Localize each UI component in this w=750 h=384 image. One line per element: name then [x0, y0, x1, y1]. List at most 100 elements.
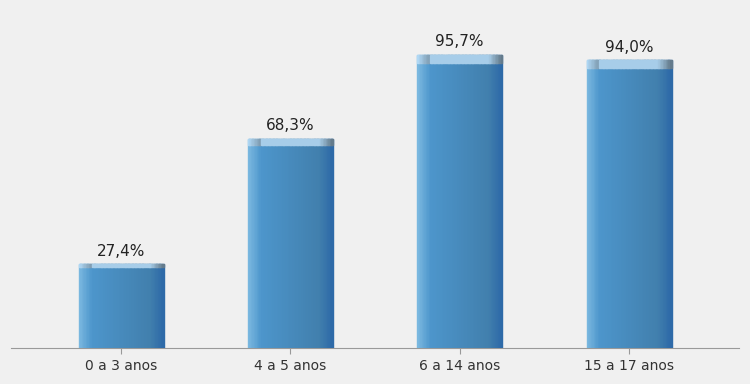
Bar: [311, 139, 314, 145]
Bar: [665, 60, 668, 68]
Bar: [608, 60, 610, 68]
Bar: [657, 60, 658, 68]
Bar: [591, 60, 592, 348]
Bar: [470, 55, 471, 348]
Bar: [463, 55, 464, 63]
Bar: [490, 55, 493, 348]
Bar: [433, 55, 434, 348]
Bar: [260, 139, 261, 145]
Bar: [110, 265, 112, 267]
Bar: [610, 60, 612, 348]
Bar: [110, 265, 112, 348]
Bar: [482, 55, 484, 63]
Bar: [461, 55, 463, 63]
Bar: [274, 139, 275, 348]
Bar: [250, 139, 251, 145]
Bar: [124, 265, 126, 348]
Bar: [604, 60, 605, 348]
Bar: [461, 55, 463, 348]
Bar: [617, 60, 620, 348]
Bar: [106, 265, 107, 267]
Bar: [612, 60, 614, 348]
Bar: [619, 60, 621, 348]
Bar: [476, 55, 477, 63]
Bar: [496, 55, 498, 348]
Bar: [252, 139, 254, 348]
Bar: [426, 55, 427, 63]
Bar: [256, 139, 258, 145]
Bar: [619, 60, 621, 68]
Bar: [420, 55, 422, 348]
Bar: [86, 265, 88, 267]
Bar: [80, 265, 82, 348]
Bar: [298, 139, 299, 145]
Bar: [254, 139, 256, 348]
Bar: [649, 60, 650, 68]
Bar: [440, 55, 442, 63]
Bar: [471, 55, 472, 63]
Bar: [599, 60, 601, 68]
Bar: [133, 265, 134, 348]
Bar: [320, 139, 322, 348]
Bar: [499, 55, 501, 63]
Bar: [114, 265, 116, 348]
Bar: [662, 60, 663, 68]
Bar: [330, 139, 332, 348]
Bar: [100, 265, 102, 267]
Bar: [328, 139, 330, 145]
Bar: [94, 265, 96, 348]
Bar: [135, 265, 137, 348]
Bar: [289, 139, 291, 348]
Bar: [155, 265, 157, 267]
Bar: [465, 55, 467, 348]
Bar: [144, 265, 146, 348]
Bar: [117, 265, 118, 348]
Bar: [664, 60, 666, 348]
Bar: [138, 265, 140, 348]
Bar: [588, 60, 590, 68]
Bar: [274, 139, 277, 348]
Bar: [109, 265, 110, 348]
Bar: [79, 265, 80, 267]
Bar: [158, 265, 160, 348]
Bar: [251, 139, 253, 145]
Bar: [487, 55, 488, 348]
Bar: [436, 55, 437, 348]
Bar: [120, 265, 122, 348]
Bar: [476, 55, 477, 348]
Bar: [450, 55, 452, 348]
Bar: [255, 139, 257, 348]
Bar: [626, 60, 628, 68]
Bar: [101, 265, 104, 348]
Bar: [98, 265, 99, 267]
Bar: [313, 139, 315, 145]
Bar: [450, 55, 452, 63]
Bar: [94, 265, 96, 267]
Bar: [479, 55, 481, 63]
Bar: [422, 55, 423, 63]
Bar: [646, 60, 647, 68]
Bar: [498, 55, 500, 63]
Bar: [317, 139, 319, 348]
Bar: [261, 139, 262, 145]
Bar: [586, 60, 588, 348]
Bar: [470, 55, 471, 63]
Bar: [423, 55, 424, 63]
Bar: [654, 60, 656, 68]
Bar: [662, 60, 663, 348]
Bar: [140, 265, 141, 348]
Bar: [488, 55, 490, 63]
Bar: [490, 55, 493, 63]
Bar: [454, 55, 456, 348]
Bar: [131, 265, 133, 267]
Bar: [269, 139, 271, 348]
Bar: [660, 60, 662, 68]
Bar: [103, 265, 104, 267]
Bar: [617, 60, 620, 68]
Bar: [632, 60, 634, 348]
Bar: [442, 55, 445, 348]
Bar: [124, 265, 126, 267]
Bar: [494, 55, 495, 63]
Bar: [472, 55, 474, 63]
Bar: [127, 265, 128, 267]
